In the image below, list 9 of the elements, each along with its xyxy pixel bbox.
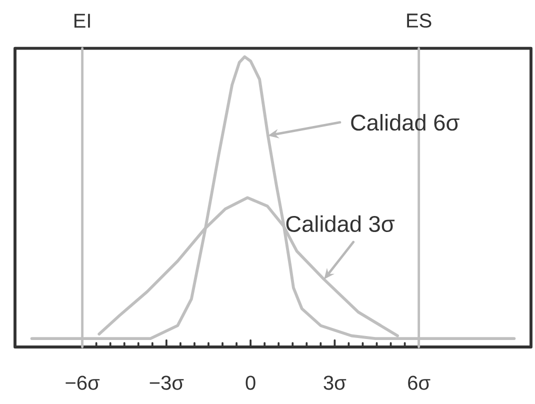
x-tick-label: −6σ	[66, 376, 100, 390]
ref-line-label: ES	[407, 13, 432, 28]
x-tick-label: 3σ	[324, 376, 346, 390]
x-tick-label: 6σ	[408, 376, 430, 390]
annotation: Calidad 3σ	[286, 215, 395, 232]
x-tick-label: 0	[246, 376, 256, 390]
annotation: Calidad 6σ	[351, 114, 460, 131]
ref-line-label: EI	[74, 14, 90, 28]
x-tick-label: −3σ	[150, 376, 184, 390]
